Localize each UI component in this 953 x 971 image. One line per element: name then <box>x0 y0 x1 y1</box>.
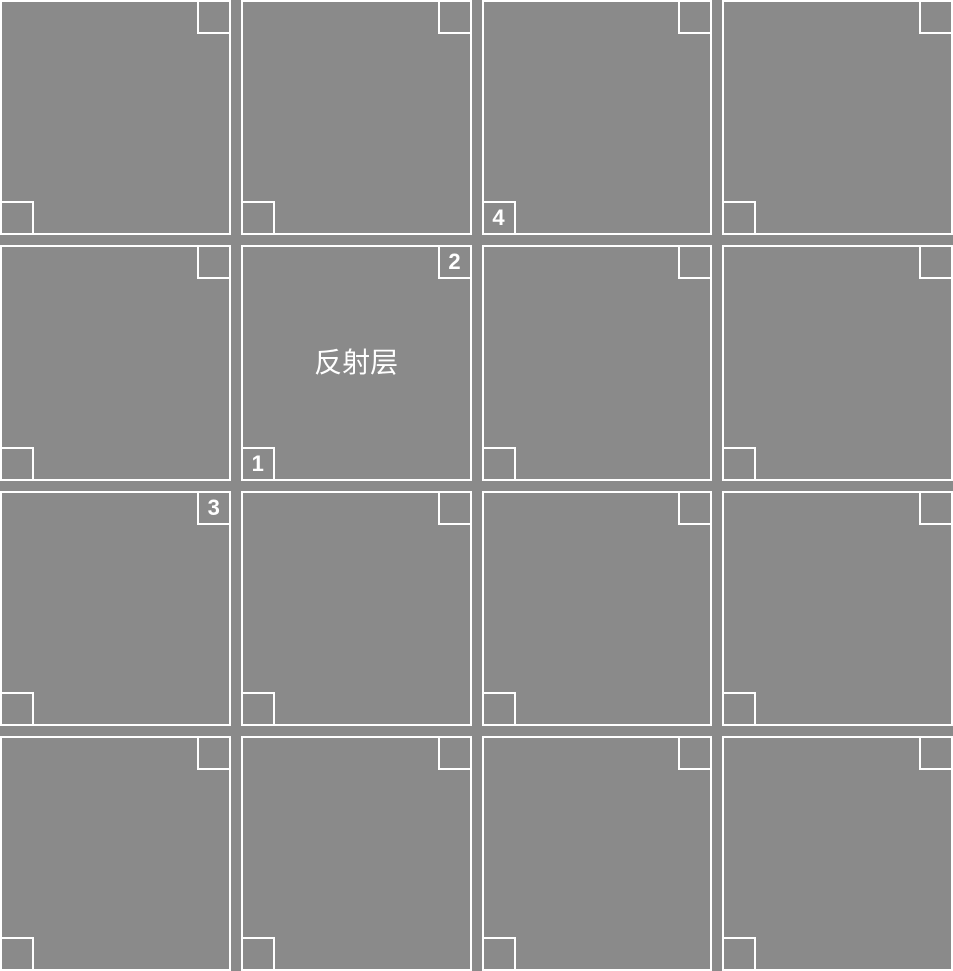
grid-cell <box>722 0 953 235</box>
cell-corner <box>197 736 231 770</box>
corner-number-label: 3 <box>197 491 231 525</box>
grid-cell <box>0 245 231 480</box>
cell-corner <box>919 245 953 279</box>
corner-number-label: 1 <box>241 447 275 481</box>
corner-number-label: 4 <box>482 201 516 235</box>
grid-cell <box>722 245 953 480</box>
grid-cell <box>482 736 713 971</box>
grid-cell <box>482 245 713 480</box>
center-label: 反射层 <box>296 345 416 381</box>
corner-number-label: 2 <box>438 245 472 279</box>
cell-corner <box>722 937 756 971</box>
cell-corner <box>197 245 231 279</box>
grid-cell <box>482 491 713 726</box>
cell-corner <box>0 201 34 235</box>
cell-corner <box>0 937 34 971</box>
grid-cell <box>722 736 953 971</box>
cell-corner <box>197 0 231 34</box>
cell-corner <box>678 245 712 279</box>
cell-corner <box>919 491 953 525</box>
cell-corner <box>241 201 275 235</box>
grid-cell <box>241 736 472 971</box>
cell-corner <box>0 692 34 726</box>
cell-corner <box>438 0 472 34</box>
diagram-canvas: 反射层 1 2 3 4 <box>0 0 953 971</box>
grid-cell <box>482 0 713 235</box>
cell-corner <box>438 736 472 770</box>
cell-corner <box>482 937 516 971</box>
cell-corner <box>678 0 712 34</box>
cell-corner <box>722 447 756 481</box>
grid-cell <box>0 491 231 726</box>
cell-corner <box>722 692 756 726</box>
cell-corner <box>678 491 712 525</box>
grid-cell <box>722 491 953 726</box>
cell-corner <box>919 736 953 770</box>
cell-corner <box>919 0 953 34</box>
cell-corner <box>0 447 34 481</box>
cell-corner <box>482 692 516 726</box>
cell-corner <box>722 201 756 235</box>
cell-corner <box>678 736 712 770</box>
grid-cell <box>241 0 472 235</box>
cell-corner <box>438 491 472 525</box>
cell-corner <box>241 937 275 971</box>
grid-cell <box>241 491 472 726</box>
cell-corner <box>241 692 275 726</box>
grid-cell <box>0 0 231 235</box>
cell-corner <box>482 447 516 481</box>
grid-cell <box>0 736 231 971</box>
